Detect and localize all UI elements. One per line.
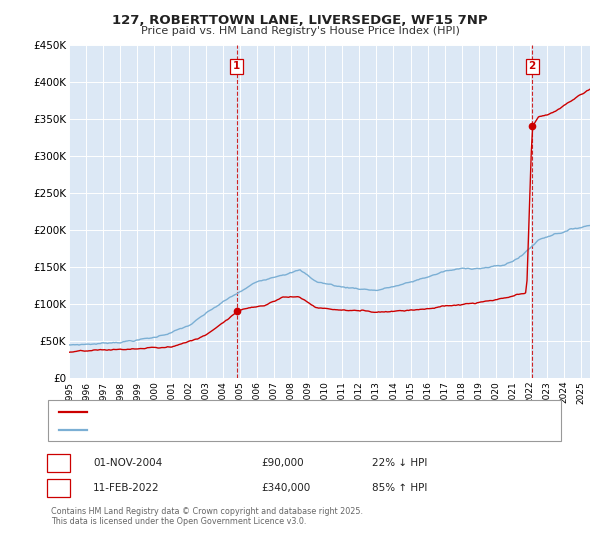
Text: 1: 1 — [55, 458, 62, 468]
Text: £90,000: £90,000 — [261, 458, 304, 468]
Text: £340,000: £340,000 — [261, 483, 310, 493]
Text: HPI: Average price, semi-detached house, Kirklees: HPI: Average price, semi-detached house,… — [91, 426, 331, 435]
Text: 1: 1 — [233, 62, 241, 72]
Text: Contains HM Land Registry data © Crown copyright and database right 2025.
This d: Contains HM Land Registry data © Crown c… — [51, 507, 363, 526]
Text: 01-NOV-2004: 01-NOV-2004 — [93, 458, 162, 468]
Text: 22% ↓ HPI: 22% ↓ HPI — [372, 458, 427, 468]
Text: 127, ROBERTTOWN LANE, LIVERSEDGE, WF15 7NP: 127, ROBERTTOWN LANE, LIVERSEDGE, WF15 7… — [112, 14, 488, 27]
Text: Price paid vs. HM Land Registry's House Price Index (HPI): Price paid vs. HM Land Registry's House … — [140, 26, 460, 36]
Text: 85% ↑ HPI: 85% ↑ HPI — [372, 483, 427, 493]
Text: 11-FEB-2022: 11-FEB-2022 — [93, 483, 160, 493]
Text: 2: 2 — [529, 62, 536, 72]
Text: 2: 2 — [55, 483, 62, 493]
Text: 127, ROBERTTOWN LANE, LIVERSEDGE, WF15 7NP (semi-detached house): 127, ROBERTTOWN LANE, LIVERSEDGE, WF15 7… — [91, 407, 443, 416]
